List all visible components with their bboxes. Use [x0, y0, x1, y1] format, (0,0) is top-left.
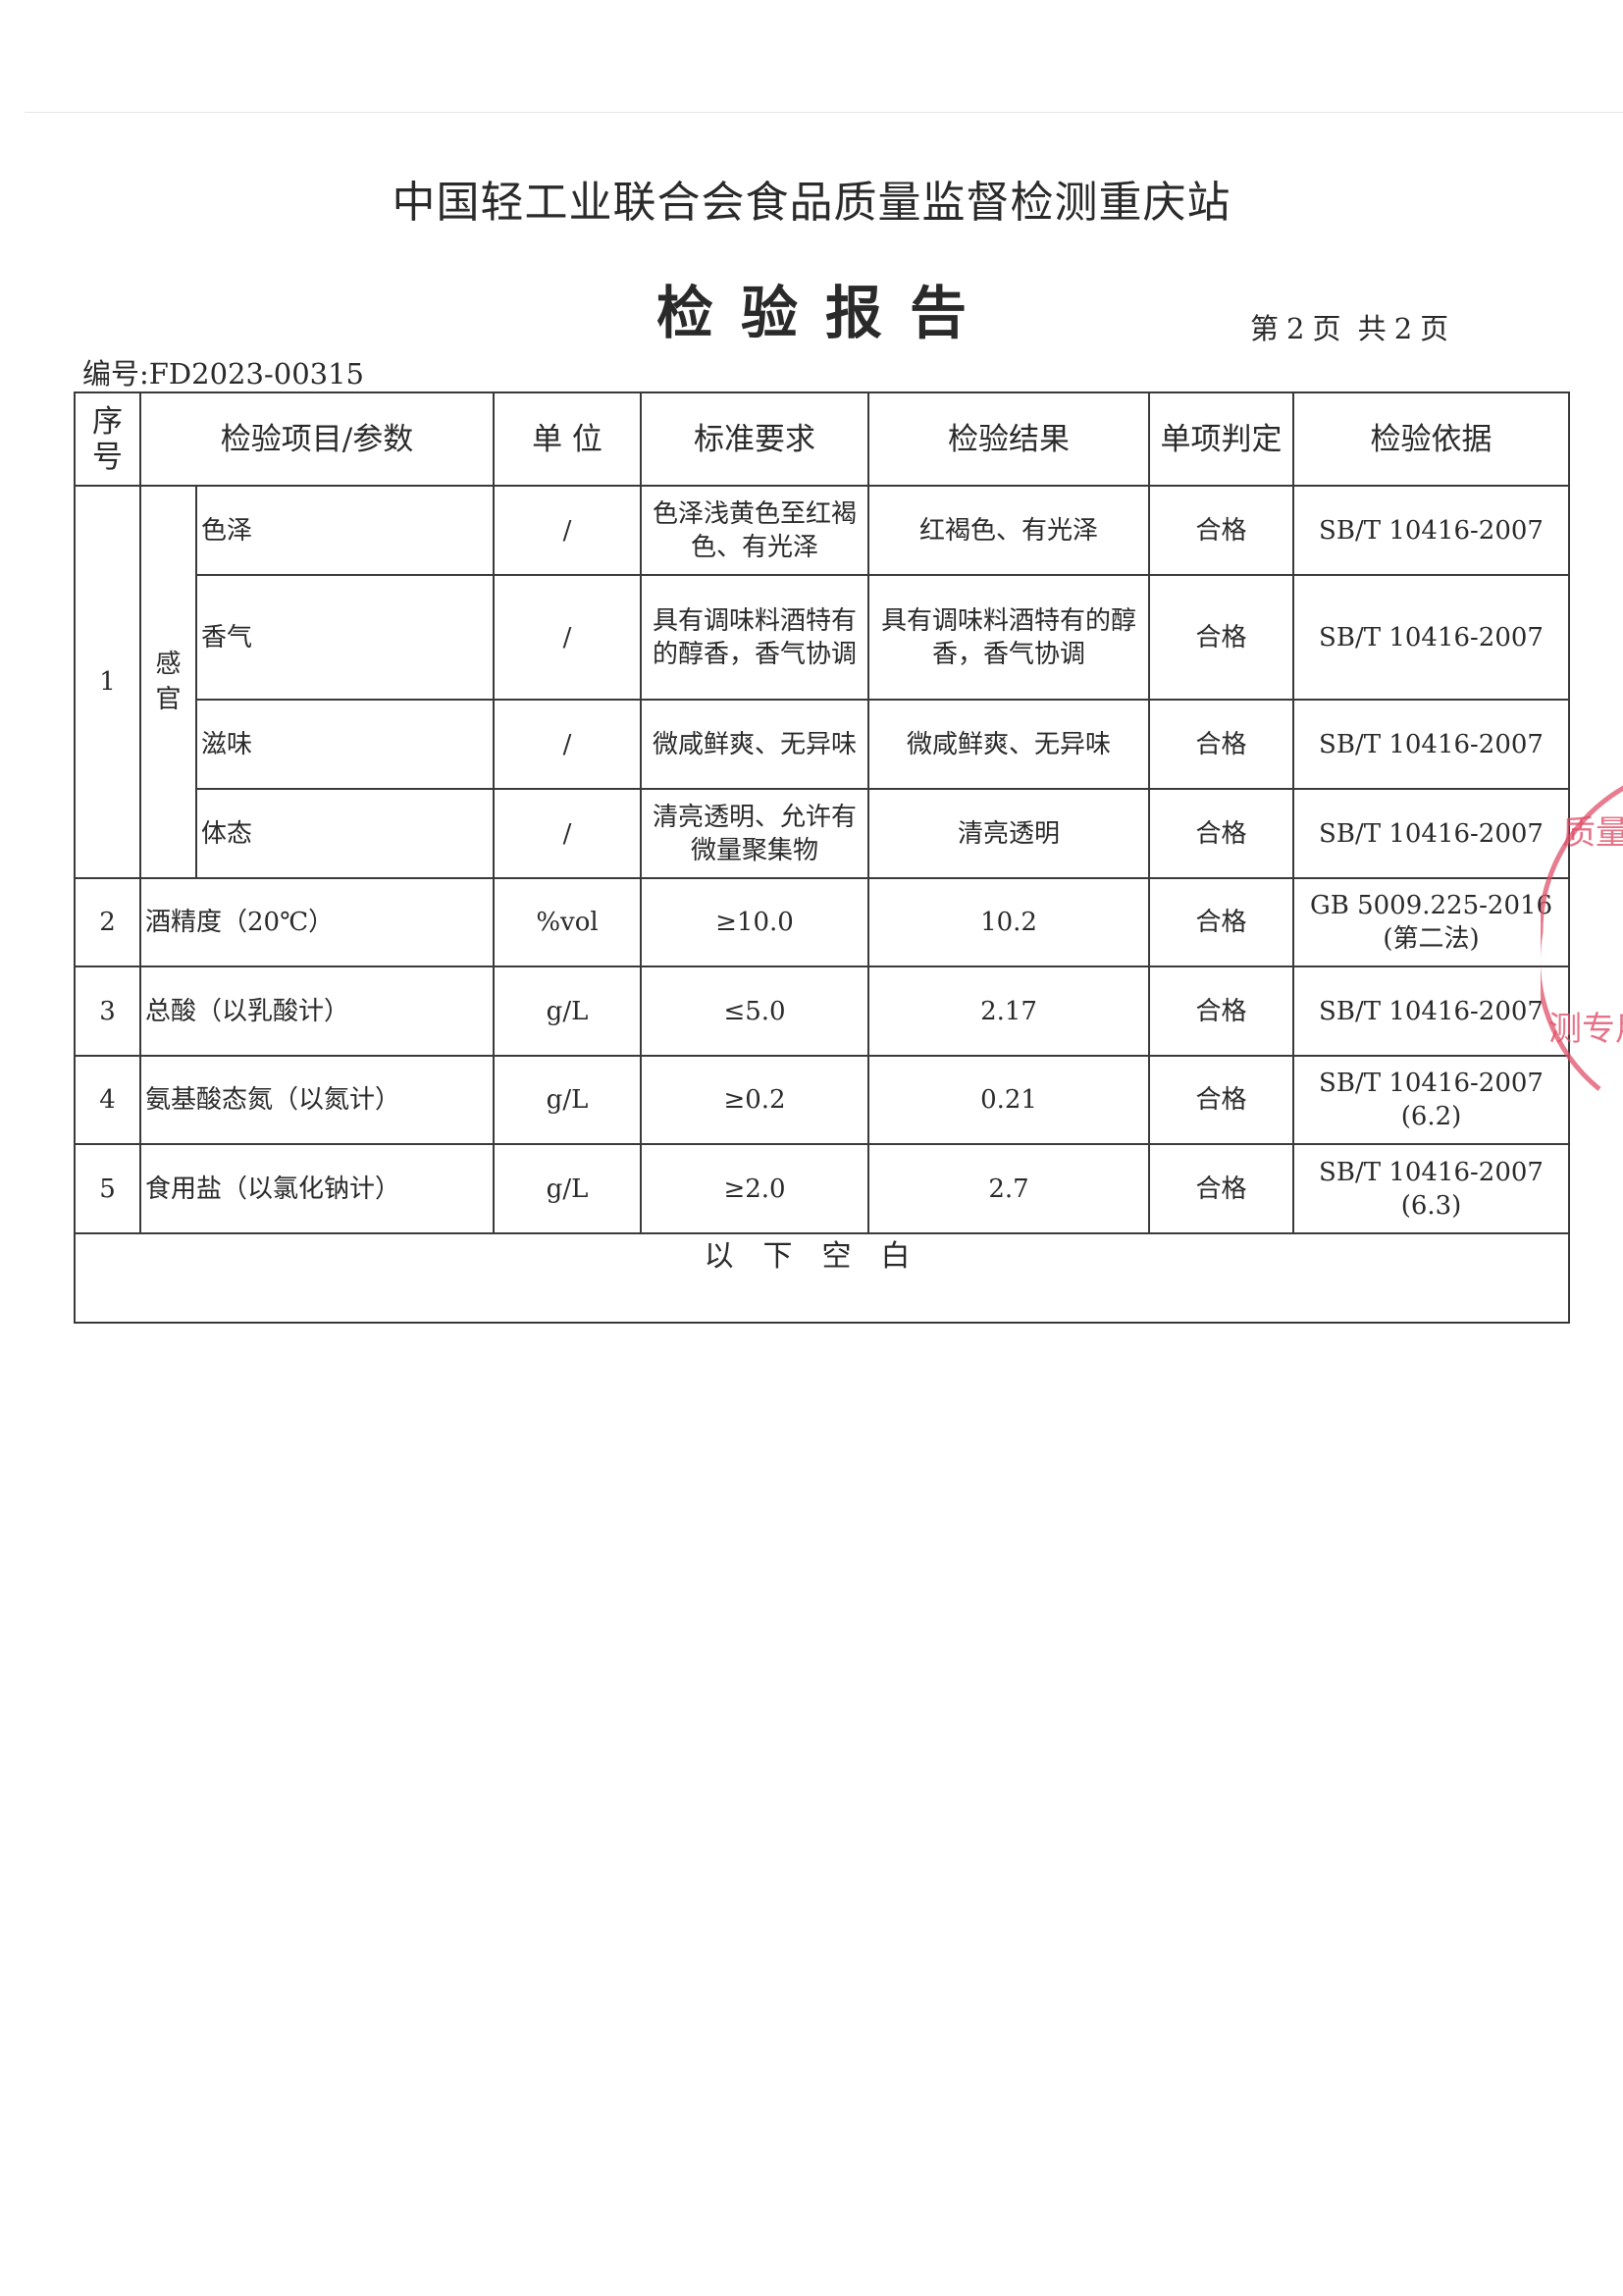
result-cell: 具有调味料酒特有的醇香，香气协调: [867, 574, 1151, 701]
verdict-cell: 合格: [1148, 574, 1295, 701]
report-title: 检验报告: [655, 280, 994, 346]
unit-cell: %vol: [493, 877, 643, 967]
result-cell: 红褐色、有光泽: [867, 485, 1151, 576]
seq-cell: 3: [74, 965, 141, 1057]
table-row: 1 感官色泽 / 色泽浅黄色至红褐色、有光泽 红褐色、有光泽 合格 SB/T 10416-2…: [74, 485, 1571, 879]
item-cell: 氨基酸态氮（以氮计）: [138, 1055, 496, 1145]
blank-note: 以下空白: [73, 1232, 1571, 1324]
basis-note: (6.2): [1400, 1102, 1462, 1131]
table-row: 2 酒精度（20℃） %vol ≥10.0 10.2 合格 GB 5009.225-2016…: [74, 877, 1571, 967]
table-row: 5 食用盐（以氯化钠计） g/L ≥2.0 2.7 合格 SB/T 10416-2007 (6…: [74, 1143, 1571, 1234]
document-number: 编号:FD2023-00315: [82, 357, 364, 391]
col-basis: 检验依据: [1292, 391, 1571, 487]
page-prefix: 第: [1250, 312, 1283, 345]
basis-cell: SB/T 10416-2007: [1292, 788, 1571, 879]
verdict-cell: 合格: [1148, 699, 1295, 790]
svg-text:质量: 质量: [1562, 813, 1623, 853]
unit-cell: g/L: [493, 1055, 643, 1145]
verdict-cell: 合格: [1148, 788, 1295, 879]
basis-cell: SB/T 10416-2007: [1292, 485, 1571, 576]
requirement-cell: ≥10.0: [640, 877, 870, 967]
table-row: 滋味 / 微咸鲜爽、无异味 微咸鲜爽、无异味 合格 SB/T 10416-2007: [75, 699, 1571, 790]
unit-cell: /: [493, 788, 643, 879]
requirement-cell: ≤5.0: [640, 965, 870, 1057]
col-item: 检验项目/参数: [138, 391, 496, 487]
unit-cell: /: [493, 699, 643, 790]
inspection-table: 序号 检验项目/参数 单 位 标准要求 检验结果 单项判定 检验依据 1 感官色泽…: [73, 391, 1571, 1324]
item-cell: 食用盐（以氯化钠计）: [138, 1143, 496, 1234]
basis-cell: SB/T 10416-2007: [1292, 965, 1571, 1057]
basis-cell: SB/T 10416-2007 (6.3): [1292, 1143, 1571, 1234]
item-cell: 香气: [194, 574, 496, 701]
unit-cell: /: [493, 574, 643, 701]
page-middle: 页 共: [1312, 312, 1390, 345]
item-cell: 滋味: [194, 699, 496, 790]
basis-standard: SB/T 10416-2007: [1319, 996, 1544, 1026]
result-cell: 清亮透明: [867, 788, 1151, 879]
basis-cell: SB/T 10416-2007 (6.2): [1292, 1055, 1571, 1145]
top-rule: [25, 112, 1623, 113]
basis-standard: SB/T 10416-2007: [1319, 1157, 1544, 1187]
page-total: 2: [1393, 312, 1417, 345]
basis-cell: SB/T 10416-2007: [1292, 699, 1571, 790]
basis-standard: GB 5009.225-2016: [1309, 891, 1553, 920]
basis-cell: GB 5009.225-2016 (第二法): [1292, 877, 1571, 967]
requirement-cell: 具有调味料酒特有的醇香，香气协调: [640, 574, 870, 701]
requirement-cell: 清亮透明、允许有微量聚集物: [640, 788, 870, 879]
requirement-cell: ≥0.2: [640, 1055, 870, 1145]
col-requirement: 标准要求: [640, 391, 870, 487]
organization-name: 中国轻工业联合会食品质量监督检测重庆站: [392, 178, 1231, 228]
seq-cell: 5: [74, 1143, 141, 1234]
table-row: 体态 / 清亮透明、允许有微量聚集物 清亮透明 合格 SB/T 10416-2007: [75, 788, 1571, 879]
seq-cell: 1: [74, 485, 141, 879]
verdict-cell: 合格: [1148, 877, 1295, 967]
col-result: 检验结果: [867, 391, 1151, 487]
col-unit: 单 位: [493, 391, 643, 487]
category-cell: 感官: [139, 485, 197, 879]
verdict-cell: 合格: [1148, 485, 1295, 576]
requirement-cell: 色泽浅黄色至红褐色、有光泽: [640, 485, 870, 576]
item-cell: 体态: [194, 788, 496, 879]
blank-footer-row: 以下空白: [73, 1232, 1571, 1324]
page-suffix: 页: [1420, 312, 1453, 345]
result-cell: 2.17: [867, 965, 1151, 1057]
page-current: 2: [1286, 312, 1309, 345]
result-cell: 10.2: [867, 877, 1151, 967]
verdict-cell: 合格: [1148, 965, 1295, 1057]
col-verdict: 单项判定: [1148, 391, 1295, 487]
item-cell: 色泽: [194, 485, 496, 576]
seq-cell: 2: [74, 877, 141, 967]
col-seq: 序号: [74, 391, 141, 487]
unit-cell: g/L: [493, 965, 643, 1057]
table-row: 香气 / 具有调味料酒特有的醇香，香气协调 具有调味料酒特有的醇香，香气协调 合格 SB/…: [75, 574, 1571, 701]
unit-cell: /: [493, 485, 643, 576]
result-cell: 0.21: [867, 1055, 1151, 1145]
seq-cell: 4: [74, 1055, 141, 1145]
result-cell: 2.7: [867, 1143, 1151, 1234]
item-cell: 总酸（以乳酸计）: [138, 965, 496, 1057]
table-row: 4 氨基酸态氮（以氮计） g/L ≥0.2 0.21 合格 SB/T 10416-2007 (…: [74, 1055, 1571, 1145]
requirement-cell: 微咸鲜爽、无异味: [640, 699, 870, 790]
basis-note: (第二法): [1383, 924, 1480, 954]
header-row: 序号 检验项目/参数 单 位 标准要求 检验结果 单项判定 检验依据: [74, 391, 1571, 487]
red-seal-stamp: 质量 测专用: [1541, 785, 1623, 1091]
verdict-cell: 合格: [1148, 1055, 1295, 1145]
basis-cell: SB/T 10416-2007: [1292, 574, 1571, 701]
verdict-cell: 合格: [1148, 1143, 1295, 1234]
basis-note: (6.3): [1400, 1190, 1462, 1221]
svg-text:测专用: 测专用: [1548, 1010, 1623, 1049]
unit-cell: g/L: [493, 1143, 643, 1234]
table-row: 3 总酸（以乳酸计） g/L ≤5.0 2.17 合格 SB/T 10416-2007: [74, 965, 1571, 1057]
basis-standard: SB/T 10416-2007: [1319, 1069, 1544, 1098]
result-cell: 微咸鲜爽、无异味: [867, 699, 1151, 790]
requirement-cell: ≥2.0: [640, 1143, 870, 1234]
item-cell: 酒精度（20℃）: [138, 877, 496, 967]
